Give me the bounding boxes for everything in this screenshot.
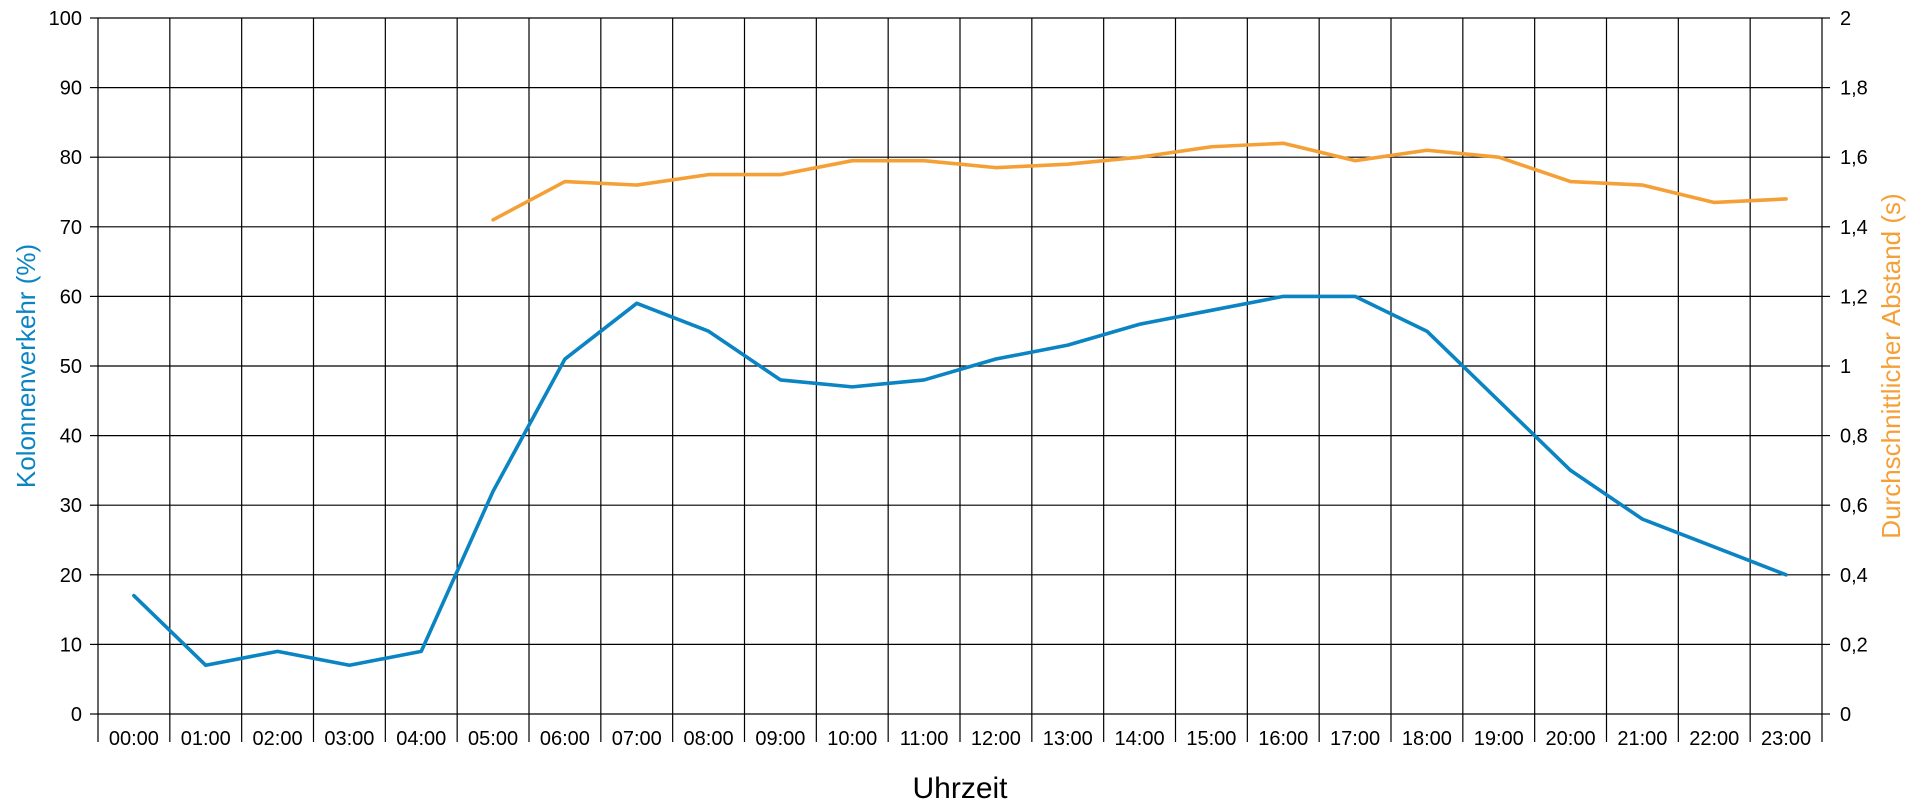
x-tick-label: 07:00 — [612, 728, 662, 750]
left-tick-label: 90 — [60, 78, 82, 100]
x-tick-label: 00:00 — [109, 728, 159, 750]
x-tick-label: 02:00 — [253, 728, 303, 750]
x-tick-label: 08:00 — [684, 728, 734, 750]
x-tick-label: 16:00 — [1258, 728, 1308, 750]
x-tick-label: 14:00 — [1115, 728, 1165, 750]
left-tick-label: 60 — [60, 286, 82, 308]
right-tick-label: 1,6 — [1840, 147, 1868, 169]
x-tick-label: 22:00 — [1689, 728, 1739, 750]
x-tick-label: 20:00 — [1546, 728, 1596, 750]
right-tick-label: 2 — [1840, 8, 1851, 30]
left-tick-label: 0 — [71, 704, 82, 726]
x-tick-label: 09:00 — [755, 728, 805, 750]
right-tick-label: 0,8 — [1840, 426, 1868, 448]
x-axis-ticks: 00:00 01:00 02:00 03:00 04:00 05:00 06:00 07:00… — [109, 728, 1811, 750]
x-tick-label: 18:00 — [1402, 728, 1452, 750]
x-tick-label: 12:00 — [971, 728, 1021, 750]
x-tick-label: 11:00 — [900, 728, 949, 750]
x-axis-title: Uhrzeit — [912, 772, 1008, 804]
right-tick-label: 1,4 — [1840, 217, 1868, 239]
left-tick-label: 50 — [60, 356, 82, 378]
x-tick-label: 10:00 — [827, 728, 877, 750]
left-tick-label: 40 — [60, 426, 82, 448]
left-axis-ticks: 0 10 20 30 40 50 60 70 80 90 100 — [49, 8, 82, 726]
x-tick-label: 15:00 — [1186, 728, 1236, 750]
right-tick-label: 0 — [1840, 704, 1851, 726]
series-lines — [132, 141, 1788, 668]
left-tick-label: 10 — [60, 634, 82, 656]
x-tick-label: 19:00 — [1474, 728, 1524, 750]
right-tick-label: 0,6 — [1840, 495, 1868, 517]
left-tick-label: 20 — [60, 565, 82, 587]
x-tick-label: 23:00 — [1761, 728, 1811, 750]
distance-series-line — [491, 141, 1788, 222]
x-tick-label: 06:00 — [540, 728, 590, 750]
right-axis-title: Durchschnittlicher Abstand (s) — [1876, 193, 1906, 538]
left-tick-label: 100 — [49, 8, 82, 30]
right-tick-label: 0,4 — [1840, 565, 1868, 587]
right-axis-ticks: 0 0,2 0,4 0,6 0,8 1 1,2 1,4 1,6 1,8 2 — [1840, 8, 1868, 726]
right-tick-label: 1,8 — [1840, 78, 1868, 100]
platoon-series-line — [132, 294, 1788, 668]
left-tick-label: 30 — [60, 495, 82, 517]
x-tick-label: 05:00 — [468, 728, 518, 750]
left-tick-label: 80 — [60, 147, 82, 169]
x-tick-label: 03:00 — [324, 728, 374, 750]
x-tick-label: 13:00 — [1043, 728, 1093, 750]
left-axis-title: Kolonnenverkehr (%) — [11, 244, 41, 488]
right-tick-label: 0,2 — [1840, 634, 1868, 656]
x-tick-label: 01:00 — [181, 728, 231, 750]
x-tick-label: 04:00 — [396, 728, 446, 750]
x-tick-label: 21:00 — [1617, 728, 1667, 750]
right-tick-label: 1,2 — [1840, 286, 1868, 308]
grid — [90, 17, 1830, 742]
right-tick-label: 1 — [1840, 356, 1851, 378]
left-tick-label: 70 — [60, 217, 82, 239]
x-tick-label: 17:00 — [1330, 728, 1380, 750]
